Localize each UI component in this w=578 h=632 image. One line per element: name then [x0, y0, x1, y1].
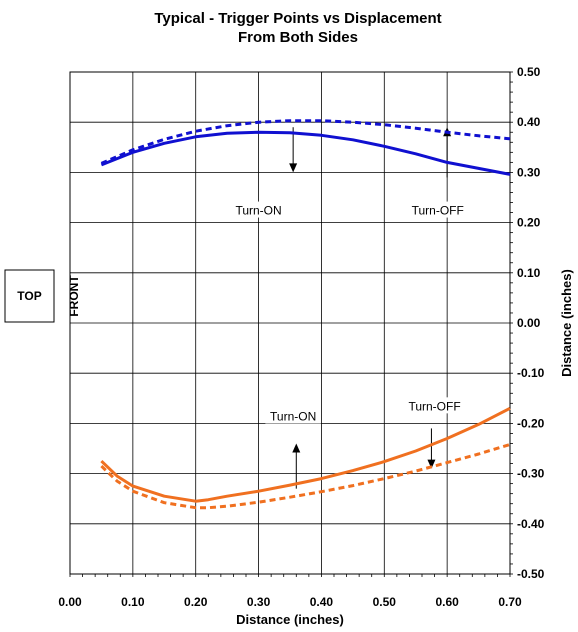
y-tick-label: 0.10 [517, 266, 541, 280]
annotation-label: Turn-ON [270, 409, 316, 423]
annotation-bg [230, 201, 287, 218]
annotations: Turn-ON Turn-OFF Turn-ON Turn-OFF [230, 127, 469, 489]
annotation-bg [406, 201, 469, 218]
x-tick-label: 0.40 [310, 595, 334, 609]
x-tick-label: 0.50 [373, 595, 397, 609]
y-tick-label: 0.30 [517, 165, 541, 179]
annotation-bg [265, 407, 321, 424]
annotation-label: Turn-OFF [412, 204, 464, 218]
annotation-label: Turn-OFF [408, 399, 460, 413]
y-tick-label: 0.00 [517, 316, 541, 330]
y-axis-label: Distance (inches) [559, 269, 574, 377]
series-line [100, 406, 511, 503]
series-line [100, 119, 511, 165]
front-side-label: FRONT [67, 275, 81, 317]
x-axis-label: Distance (inches) [236, 612, 344, 627]
x-tick-label: 0.00 [58, 595, 82, 609]
y-tick-label: 0.50 [517, 65, 541, 79]
chart-title: Typical - Trigger Points vs Displacement [154, 10, 441, 27]
y-tick-labels: 0.50 0.40 0.30 0.20 0.10 0.00 -0.10 -0.20 -0.30 -… [517, 65, 545, 581]
series-line [100, 443, 511, 510]
series [100, 119, 511, 510]
annotation-label: Turn-ON [235, 204, 281, 218]
x-tick-label: 0.70 [498, 595, 522, 609]
x-tick-label: 0.60 [435, 595, 459, 609]
y-tick-label: -0.50 [517, 567, 545, 581]
annotation-bg [403, 397, 466, 414]
plot-frame [69, 71, 511, 575]
grid [69, 71, 513, 577]
x-tick-label: 0.30 [247, 595, 271, 609]
x-tick-label: 0.20 [184, 595, 208, 609]
annotation-arrow-head [427, 459, 436, 469]
annotation-arrow-head [292, 443, 301, 453]
y-tick-label: 0.40 [517, 115, 541, 129]
y-tick-label: -0.10 [517, 366, 545, 380]
chart-subtitle: From Both Sides [238, 29, 358, 46]
top-side-box [4, 269, 55, 323]
series-line [100, 130, 511, 176]
x-tick-label: 0.10 [121, 595, 145, 609]
y-tick-label: -0.30 [517, 467, 545, 481]
top-side-label: TOP [17, 289, 41, 303]
annotation-arrow-head [289, 163, 298, 173]
y-tick-label: -0.40 [517, 517, 545, 531]
y-tick-label: -0.20 [517, 416, 545, 430]
x-tick-labels: 0.00 0.10 0.20 0.30 0.40 0.50 0.60 0.70 [58, 595, 522, 609]
y-tick-label: 0.20 [517, 216, 541, 230]
